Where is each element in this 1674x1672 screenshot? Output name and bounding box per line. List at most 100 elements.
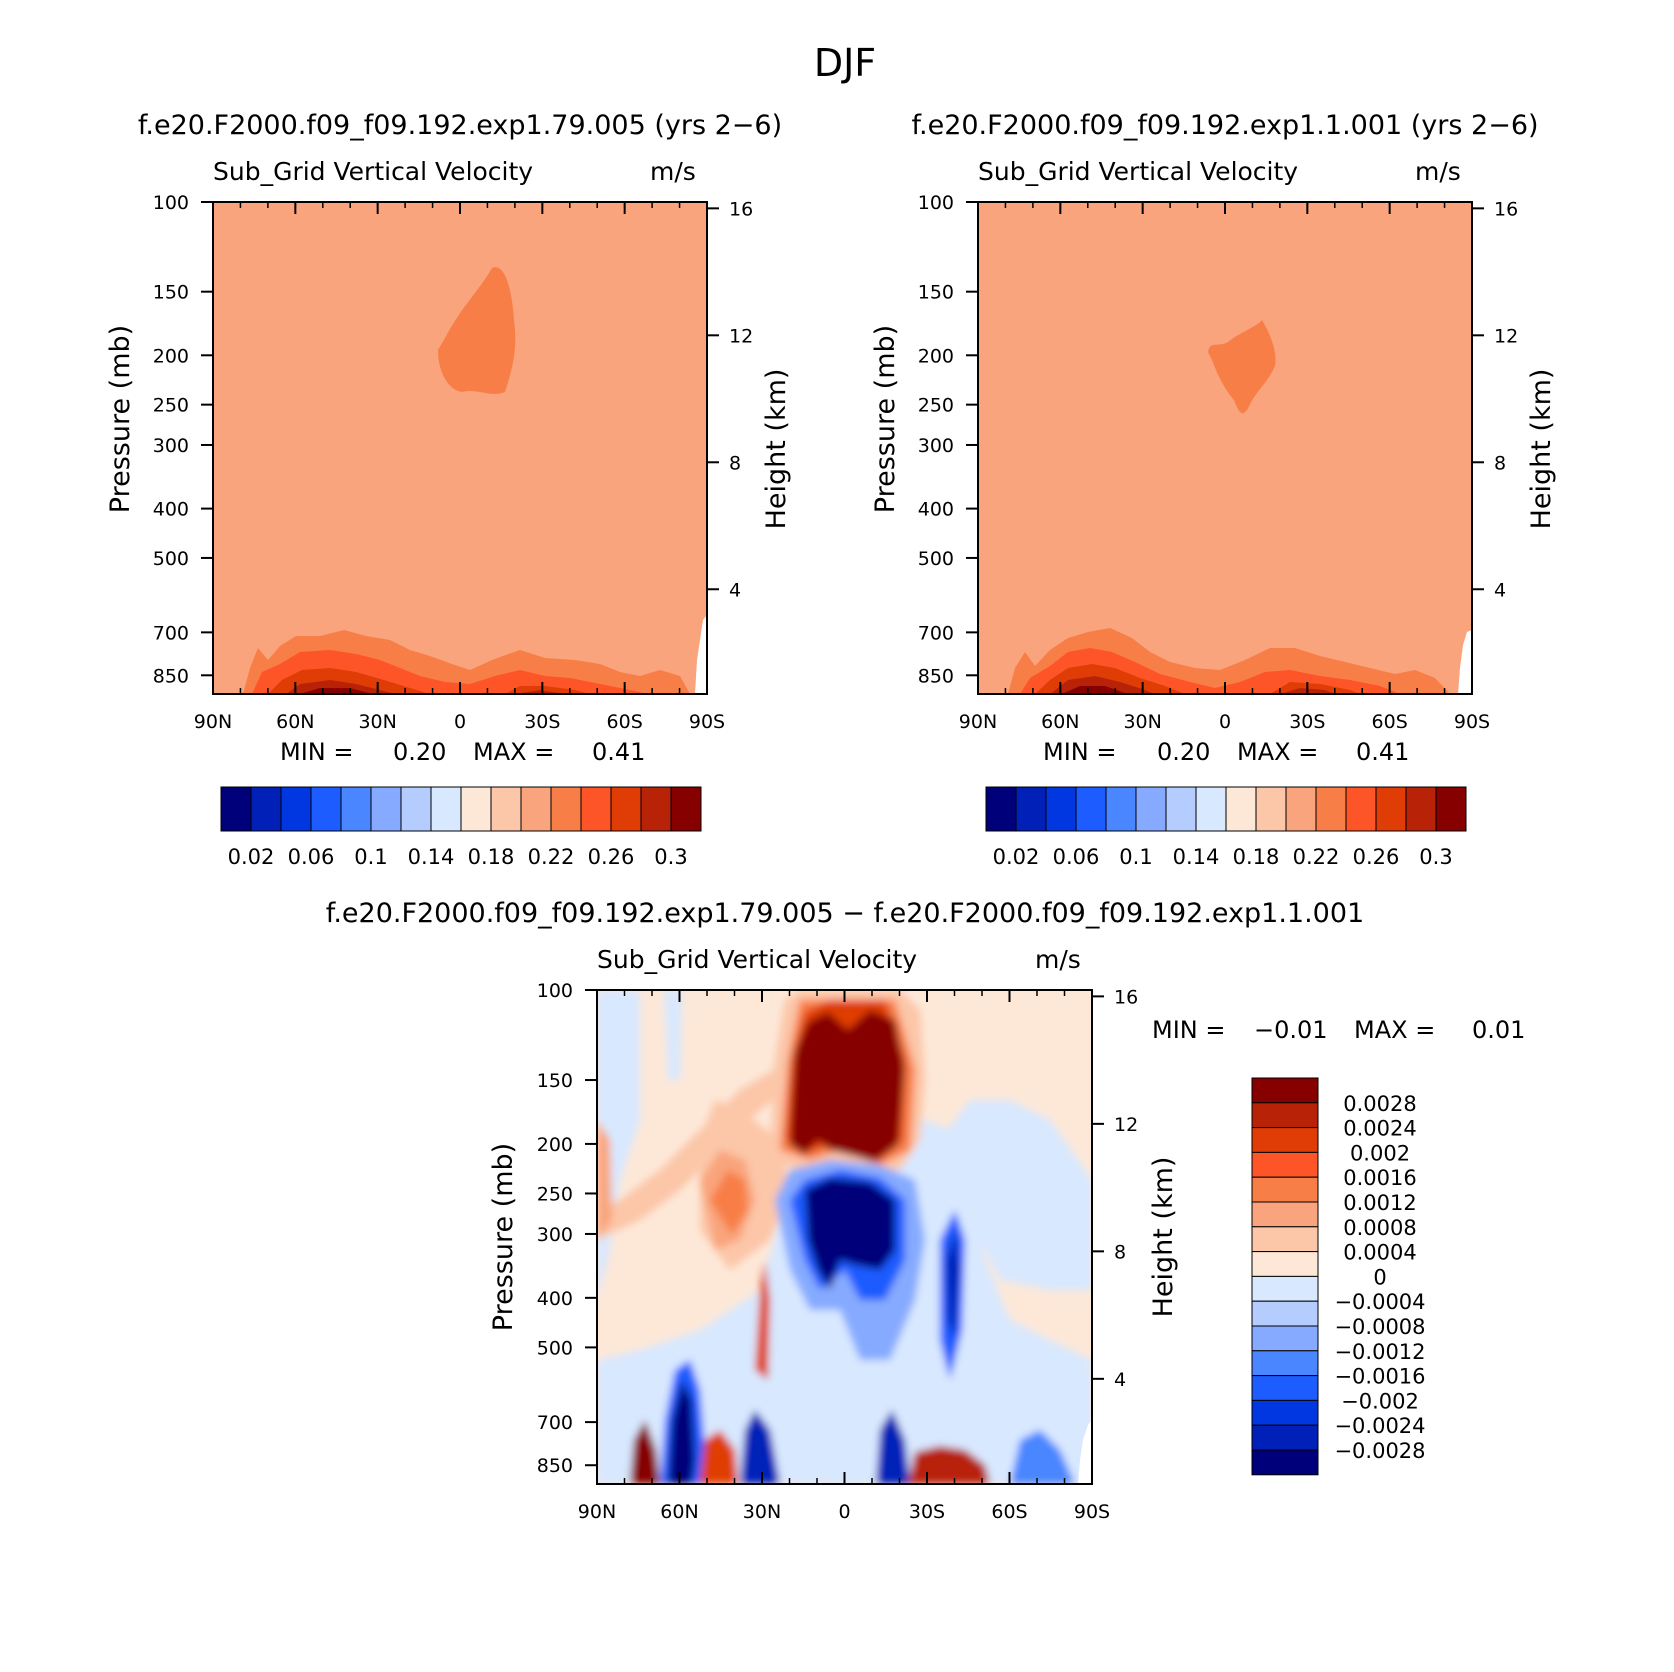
right-units-label: m/s: [1415, 157, 1461, 186]
diff-colorbar-label: −0.0004: [1334, 1290, 1425, 1314]
right-colorbar-label: 0.02: [993, 845, 1040, 869]
left-y-right-label: Height (km): [761, 369, 792, 530]
diff-max-value: 0.01: [1472, 1016, 1525, 1044]
diff-panel: f.e20.F2000.f09_f09.192.exp1.79.005 − f.…: [326, 898, 1525, 1485]
diff-colorbar-label: −0.0016: [1334, 1365, 1425, 1389]
left-x-tick-label: 90N: [194, 711, 232, 733]
diff-y-right-label: Height (km): [1148, 1157, 1179, 1318]
diff-colorbar-label: 0.0024: [1343, 1117, 1416, 1141]
left-x-tick-label: 0: [454, 711, 466, 733]
left-y-right-tick-label: 12: [729, 325, 753, 347]
left-colorbar-box: [340, 786, 372, 832]
right-x-tick-label: 90N: [959, 711, 997, 733]
diff-colorbar-box: [1251, 1151, 1319, 1178]
left-panel: f.e20.F2000.f09_f09.192.exp1.79.005 (yrs…: [105, 110, 792, 766]
diff-low-pos-1: [630, 1420, 660, 1484]
right-colorbar-label: 0.1: [1119, 845, 1152, 869]
right-colorbar-box: [1375, 786, 1407, 832]
diff-colorbar-box: [1251, 1325, 1319, 1352]
left-axes: 90N 60N 30N 0 30S 60S 90S 100 150 200 250 300 400 500…: [153, 192, 753, 733]
diff-colorbar-box: [1251, 1251, 1319, 1277]
diff-missing-data: [1078, 1420, 1092, 1484]
diff-contour-field: [597, 990, 1092, 1484]
diff-pos-area-2: [597, 1060, 800, 1240]
left-upper-maximum: [438, 267, 516, 394]
left-min-label: MIN =: [280, 738, 353, 766]
diff-colorbar-box: [1251, 1424, 1319, 1451]
diff-y-tick-label: 150: [537, 1070, 573, 1092]
left-x-tick-label: 30S: [524, 711, 560, 733]
right-y-tick-label: 100: [918, 192, 954, 214]
left-case-title: f.e20.F2000.f09_f09.192.exp1.79.005 (yrs…: [138, 110, 782, 141]
left-colorbar-label: 0.26: [588, 845, 635, 869]
diff-y-right-tick-label: 12: [1114, 1114, 1138, 1136]
left-y-right-tick-label: 16: [729, 198, 753, 220]
right-y-tick-label: 850: [918, 665, 954, 687]
diff-upper-neg-core: [805, 1178, 895, 1290]
left-x-tick-label: 90S: [689, 711, 725, 733]
left-y-tick-label: 700: [153, 622, 189, 644]
diff-colorbar-box: [1251, 1077, 1319, 1104]
left-min-value: 0.20: [393, 738, 446, 766]
diff-colorbar-label: −0.0028: [1334, 1439, 1425, 1463]
diff-x-tick-label: 60S: [991, 1501, 1027, 1523]
diff-colorbar-box: [1251, 1127, 1319, 1153]
left-contour-field: [213, 202, 707, 694]
right-y-right-tick-label: 12: [1494, 325, 1518, 347]
right-colorbar-box: [1135, 786, 1167, 832]
diff-pos-area-5: [597, 1120, 612, 1240]
left-y-label: Pressure (mb): [105, 325, 136, 513]
left-max-label: MAX =: [473, 738, 554, 766]
right-colorbar-box: [1435, 786, 1467, 832]
left-colorbar-box: [580, 786, 612, 832]
right-y-right-tick-label: 4: [1494, 579, 1506, 601]
diff-upper-pos-core: [790, 1010, 905, 1162]
right-x-tick-label: 0: [1219, 711, 1231, 733]
diff-colorbar-box: [1251, 1226, 1319, 1253]
diff-colorbar-label: 0.002: [1350, 1141, 1410, 1165]
right-axes: 90N 60N 30N 0 30S 60S 90S 100 150 200 250 300 400 500…: [918, 192, 1518, 733]
generated-axes-and-colorbars: 90N 60N 30N 0 30S 60S 90S100150200250300400500…: [153, 192, 1518, 1523]
left-colorbar-box: [520, 786, 552, 832]
left-y-tick-label: 300: [153, 435, 189, 457]
diff-neg-area-4: [940, 1100, 1092, 1290]
left-missing-data: [695, 615, 707, 694]
right-field-background: [978, 202, 1472, 694]
left-colorbar-label: 0.18: [468, 845, 515, 869]
diff-neg-tongue-core: [946, 1230, 960, 1340]
left-colorbar-label: 0.06: [288, 845, 335, 869]
diff-colorbar: 0.00280.00240.0020.00160.00120.00080.000…: [1251, 1077, 1426, 1476]
right-case-title: f.e20.F2000.f09_f09.192.exp1.1.001 (yrs …: [911, 110, 1538, 141]
diff-x-tick-label: 30N: [743, 1501, 781, 1523]
left-x-tick-label: 60N: [276, 711, 314, 733]
figure-title: DJF: [814, 41, 876, 85]
diff-y-tick-label: 500: [537, 1337, 573, 1359]
right-colorbar-box: [1405, 786, 1437, 832]
left-colorbar-boxes: 0.02 0.06 0.1 0.14 0.18 0.22 0.26 0.3: [220, 786, 702, 869]
right-x-tick-label: 30N: [1123, 711, 1161, 733]
diff-y-tick-label: 200: [537, 1134, 573, 1156]
diff-low-pos-3: [908, 1446, 990, 1484]
right-colorbar-label: 0.18: [1233, 845, 1280, 869]
left-y-tick-label: 500: [153, 548, 189, 570]
right-min-value: 0.20: [1157, 738, 1210, 766]
right-upper-maximum: [1208, 320, 1276, 414]
right-lower-band-5: [1062, 686, 1128, 694]
diff-colorbar-box: [1251, 1201, 1319, 1228]
right-lower-band-4: [1050, 676, 1335, 694]
left-colorbar-label: 0.22: [528, 845, 575, 869]
right-colorbar-box: [1255, 786, 1287, 832]
left-colorbar-box: [460, 786, 492, 832]
right-y-tick-label: 400: [918, 499, 954, 521]
left-colorbar-box: [370, 786, 402, 832]
left-colorbar-box: [430, 786, 462, 832]
left-colorbar-box: [610, 786, 642, 832]
diff-y-tick-label: 300: [537, 1224, 573, 1246]
right-y-tick-label: 200: [918, 345, 954, 367]
right-panel: f.e20.F2000.f09_f09.192.exp1.1.001 (yrs …: [870, 110, 1557, 766]
left-units-label: m/s: [650, 157, 696, 186]
diff-colorbar-box: [1251, 1102, 1319, 1129]
left-colorbar-box: [640, 786, 672, 832]
diff-colorbar-label: −0.0008: [1334, 1315, 1425, 1339]
